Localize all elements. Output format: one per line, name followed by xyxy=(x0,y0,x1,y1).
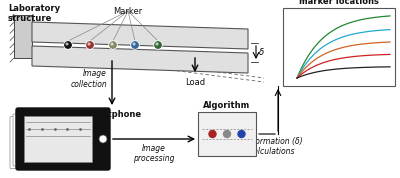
Text: Deformation (δ)
calculations: Deformation (δ) calculations xyxy=(242,137,302,156)
FancyBboxPatch shape xyxy=(13,114,101,166)
Circle shape xyxy=(64,41,72,49)
Polygon shape xyxy=(14,15,32,58)
Circle shape xyxy=(132,42,138,48)
Circle shape xyxy=(87,42,93,48)
Bar xyxy=(198,112,256,156)
Circle shape xyxy=(156,43,158,45)
Polygon shape xyxy=(32,46,248,73)
Circle shape xyxy=(133,43,135,45)
Bar xyxy=(24,116,92,162)
Circle shape xyxy=(86,41,94,49)
Circle shape xyxy=(88,43,90,45)
Bar xyxy=(283,8,395,86)
FancyBboxPatch shape xyxy=(10,116,98,169)
Text: δ: δ xyxy=(291,43,295,49)
Circle shape xyxy=(131,41,139,49)
Text: Image
collection: Image collection xyxy=(70,69,107,89)
Circle shape xyxy=(224,130,230,137)
Text: Algorithm: Algorithm xyxy=(203,101,251,110)
Circle shape xyxy=(238,130,245,137)
Text: δ: δ xyxy=(259,48,264,57)
Circle shape xyxy=(99,135,107,143)
Text: Deformation (δ) at
marker locations: Deformation (δ) at marker locations xyxy=(295,0,383,6)
Text: Image
processing: Image processing xyxy=(133,144,175,163)
FancyBboxPatch shape xyxy=(16,111,104,164)
Text: Marker: Marker xyxy=(113,7,143,16)
FancyBboxPatch shape xyxy=(16,108,110,170)
Text: Measurements: Measurements xyxy=(318,82,369,88)
Text: Laboratory
structure: Laboratory structure xyxy=(8,4,60,23)
Circle shape xyxy=(155,42,161,48)
Text: Smartphone: Smartphone xyxy=(83,110,141,119)
Circle shape xyxy=(66,43,68,45)
Circle shape xyxy=(111,43,113,45)
Circle shape xyxy=(109,41,117,49)
Circle shape xyxy=(154,41,162,49)
Circle shape xyxy=(110,42,116,48)
Polygon shape xyxy=(32,22,248,49)
Circle shape xyxy=(65,42,71,48)
Circle shape xyxy=(209,130,216,137)
Text: Load: Load xyxy=(185,78,205,87)
